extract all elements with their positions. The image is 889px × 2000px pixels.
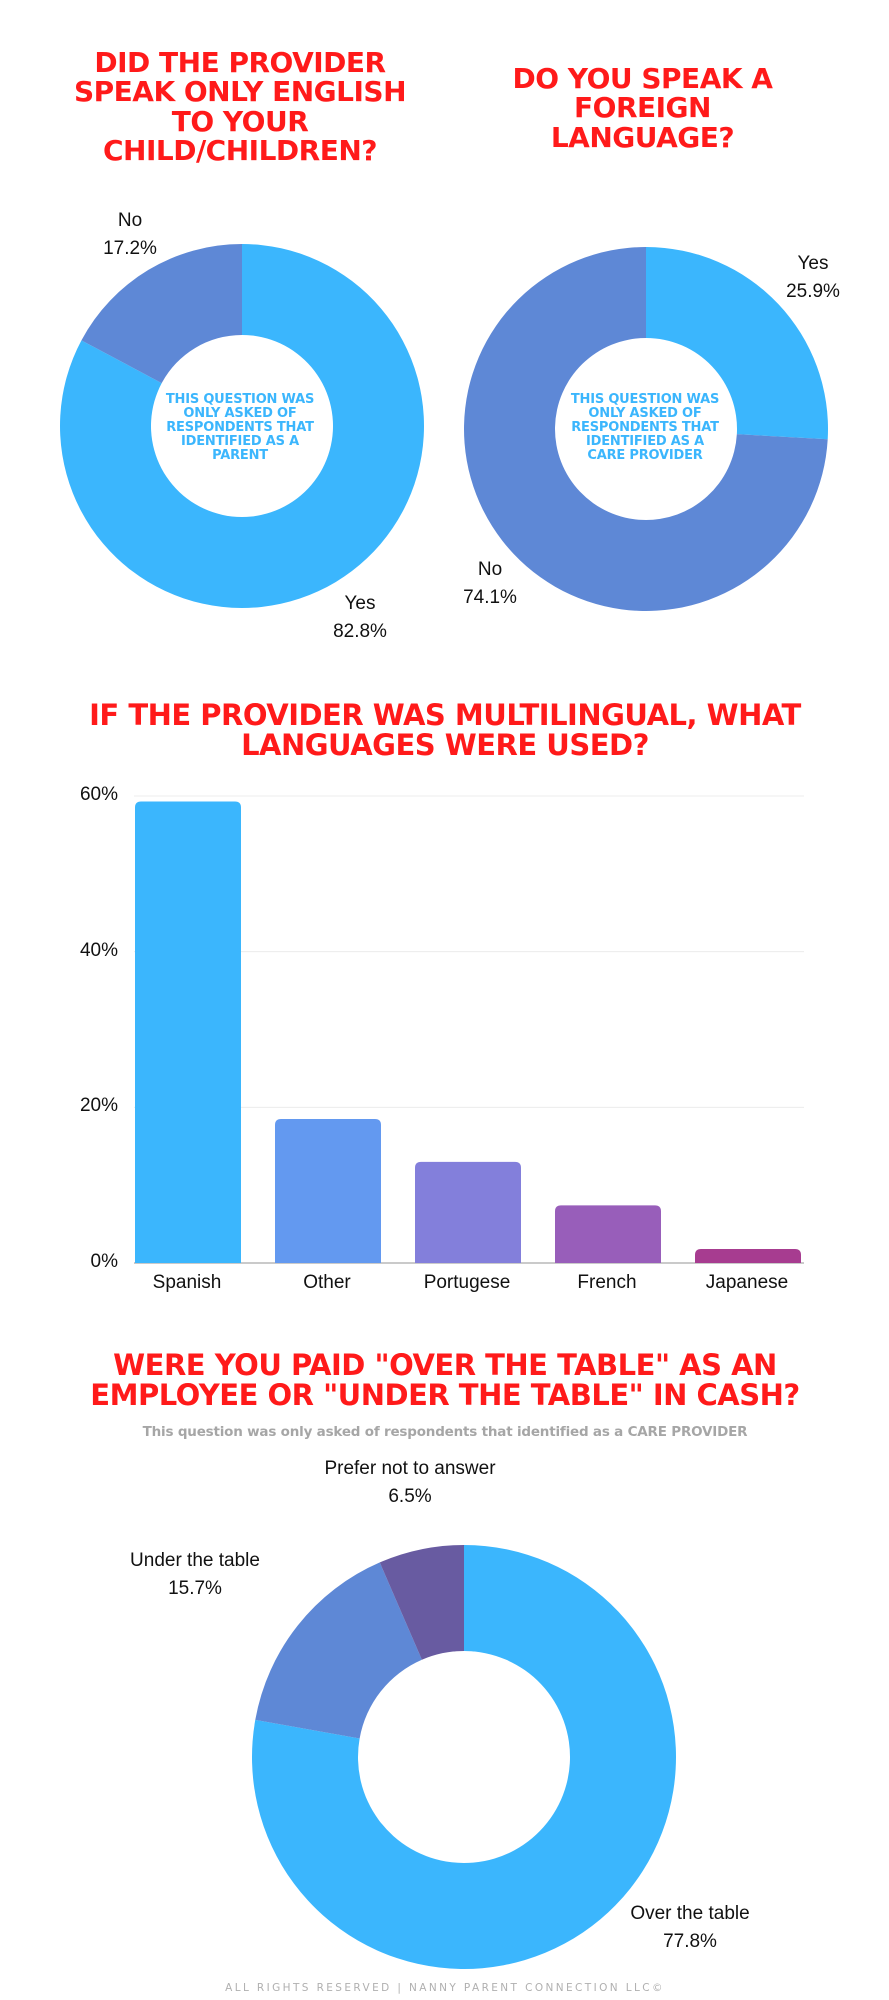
ytick-20: 20% (79, 1095, 118, 1116)
value-text: 74.1% (463, 586, 517, 608)
bar-french (555, 1205, 661, 1263)
value-text: 25.9% (786, 280, 840, 302)
label-text: Over the table (630, 1903, 750, 1924)
label-text: No (477, 559, 503, 580)
label-text: Yes (797, 253, 829, 274)
chart4-label-over: Over the table 77.8% (610, 1900, 770, 1955)
chart4-label-under: Under the table 15.7% (115, 1547, 275, 1602)
donut-slice (646, 247, 828, 440)
chart4-subtitle: This question was only asked of responde… (142, 1424, 748, 1440)
chart4-label-prefer: Prefer not to answer 6.5% (300, 1455, 520, 1510)
value-text: 6.5% (388, 1485, 432, 1507)
chart1-label-yes: Yes 82.8% (305, 590, 415, 645)
chart3-title: IF THE PROVIDER WAS MULTILINGUAL, WHAT L… (89, 698, 801, 763)
xcat-french: French (577, 1272, 637, 1293)
label-text: Prefer not to answer (324, 1458, 496, 1479)
value-text: 82.8% (333, 620, 387, 642)
bar-other (275, 1119, 381, 1263)
footer-copyright: ALL RIGHTS RESERVED | NANNY PARENT CONNE… (225, 1982, 665, 1994)
label-text: Under the table (130, 1550, 260, 1571)
chart3-bars (134, 795, 804, 1264)
chart1-center-note: THIS QUESTION WAS ONLY ASKED OF RESPONDE… (165, 392, 315, 463)
chart2-label-no: No 74.1% (445, 556, 535, 611)
bar-portugese (415, 1161, 521, 1263)
chart1-donut (59, 244, 828, 612)
donut-slice (59, 244, 424, 608)
chart1-label-no: No 17.2% (75, 207, 185, 262)
donut-slice (379, 1545, 464, 1660)
chart2-label-yes: Yes 25.9% (768, 250, 858, 305)
ytick-40: 40% (79, 940, 118, 961)
chart2-center-note: THIS QUESTION WAS ONLY ASKED OF RESPONDE… (570, 392, 720, 463)
xcat-portugese: Portugese (423, 1272, 511, 1293)
bar-spanish (135, 801, 241, 1263)
label-text: Yes (344, 593, 376, 614)
chart4-title: WERE YOU PAID "OVER THE TABLE" AS AN EMP… (90, 1348, 800, 1413)
donut-slice (255, 1562, 422, 1739)
chart1-title: DID THE PROVIDER SPEAK ONLY ENGLISH TO Y… (73, 46, 407, 168)
value-text: 15.7% (168, 1577, 222, 1599)
value-text: 17.2% (103, 237, 157, 259)
label-text: No (117, 210, 143, 231)
value-text: 77.8% (663, 1930, 717, 1952)
xcat-other: Other (303, 1272, 351, 1293)
donut-slice (252, 1545, 677, 1969)
chart4-donut (252, 1545, 677, 1969)
donut-slice (81, 244, 242, 384)
xcat-japanese: Japanese (705, 1272, 789, 1293)
chart2-title: DO YOU SPEAK A FOREIGN LANGUAGE? (512, 62, 773, 154)
ytick-60: 60% (79, 784, 118, 805)
bar-japanese (695, 1248, 801, 1263)
donut-slice (464, 247, 828, 612)
ytick-0: 0% (90, 1251, 118, 1272)
xcat-spanish: Spanish (152, 1272, 222, 1293)
